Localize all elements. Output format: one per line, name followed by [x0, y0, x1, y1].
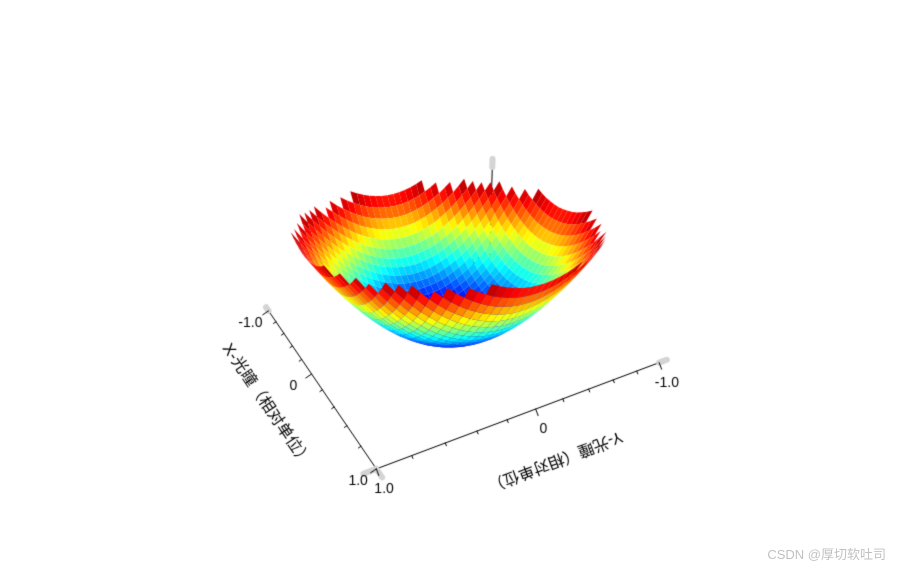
surface-canvas	[0, 0, 898, 571]
surface3d-plot: CSDN @厚切软吐司	[0, 0, 898, 571]
watermark: CSDN @厚切软吐司	[767, 544, 886, 563]
